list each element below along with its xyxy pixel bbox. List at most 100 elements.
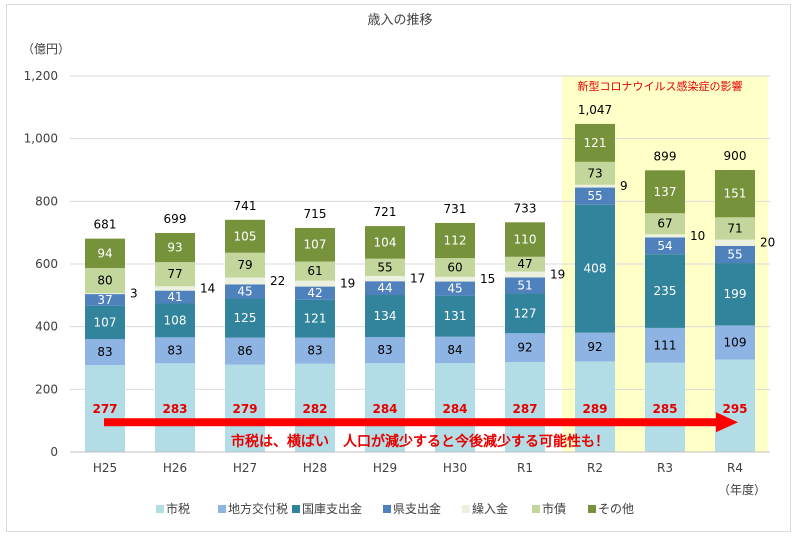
bar-segment xyxy=(85,294,125,306)
data-label: 134 xyxy=(374,309,397,323)
annotation-arrow-shaft xyxy=(104,418,720,427)
bar-segment xyxy=(435,276,475,282)
data-label: 199 xyxy=(724,287,747,301)
data-label: 54 xyxy=(657,239,672,253)
x-tick-label: H26 xyxy=(163,461,187,475)
data-label: 107 xyxy=(304,238,327,252)
data-label-city-tax: 284 xyxy=(372,402,397,416)
bar-segment xyxy=(295,363,335,452)
x-tick-label: H28 xyxy=(303,461,327,475)
data-label: 61 xyxy=(307,264,322,278)
bar-segment xyxy=(715,325,755,360)
bar-segment xyxy=(365,258,405,276)
y-tick-label: 1,000 xyxy=(24,132,58,146)
data-label: 83 xyxy=(97,345,112,359)
data-label-transfer: 10 xyxy=(690,229,705,243)
data-label: 104 xyxy=(374,235,397,249)
data-label: 83 xyxy=(377,343,392,357)
bar-segment xyxy=(85,238,125,269)
bar-segment xyxy=(295,337,335,364)
bar-segment xyxy=(225,298,265,338)
bar-segment xyxy=(435,363,475,452)
data-label: 83 xyxy=(167,343,182,357)
bar-segment xyxy=(715,359,755,452)
data-label: 127 xyxy=(514,306,537,320)
data-label: 80 xyxy=(97,274,112,288)
x-tick-label: R3 xyxy=(657,461,673,475)
bar-segment xyxy=(155,337,195,364)
y-tick-label: 0 xyxy=(50,445,58,459)
covid-impact-label: 新型コロナウイルス感染症の影響 xyxy=(578,79,743,93)
legend-swatch xyxy=(462,505,470,513)
bar-segment xyxy=(715,245,755,264)
data-label-city-tax: 289 xyxy=(582,402,607,416)
legend-label: 地方交付税 xyxy=(228,501,288,516)
x-tick-label: H30 xyxy=(443,461,467,475)
legend-label: 国庫支出金 xyxy=(302,501,362,516)
x-tick-label: H29 xyxy=(373,461,397,475)
total-label: 741 xyxy=(234,199,257,213)
legend-label: 市債 xyxy=(542,501,566,516)
total-label: 899 xyxy=(654,149,677,163)
data-label-transfer: 9 xyxy=(620,179,628,193)
data-label-city-tax: 287 xyxy=(512,402,537,416)
data-label: 67 xyxy=(657,217,672,231)
data-label-city-tax: 285 xyxy=(652,402,677,416)
data-label: 110 xyxy=(514,233,537,247)
bar-segment xyxy=(505,293,545,334)
total-label: 721 xyxy=(374,205,397,219)
total-label: 715 xyxy=(304,207,327,221)
y-tick-label: 800 xyxy=(35,194,58,208)
data-label-transfer: 20 xyxy=(760,236,775,250)
x-tick-label: R1 xyxy=(517,461,533,475)
annotation-arrow-head xyxy=(716,412,738,433)
data-label: 55 xyxy=(727,247,742,261)
bar-segment xyxy=(365,275,405,282)
bar-segment xyxy=(645,234,685,238)
bar-segment xyxy=(365,295,405,338)
bar-segment xyxy=(85,365,125,452)
data-label-transfer: 14 xyxy=(200,281,215,295)
bar-segment xyxy=(295,227,335,262)
data-label: 109 xyxy=(724,335,747,349)
bar-segment xyxy=(155,286,195,291)
data-label: 77 xyxy=(167,267,182,281)
bar-segment xyxy=(575,184,615,188)
bar-segment xyxy=(575,161,615,185)
data-label: 55 xyxy=(587,189,602,203)
legend-swatch xyxy=(292,505,300,513)
bar-segment xyxy=(85,293,125,295)
bar-segment xyxy=(365,363,405,452)
total-label: 733 xyxy=(514,201,537,215)
data-label-city-tax: 295 xyxy=(722,402,747,416)
bar-segment xyxy=(505,277,545,294)
data-label: 111 xyxy=(654,338,677,352)
data-label: 86 xyxy=(237,344,252,358)
data-label: 408 xyxy=(584,262,607,276)
chart-frame xyxy=(6,4,791,532)
total-label: 681 xyxy=(94,218,117,232)
total-label: 900 xyxy=(724,149,747,163)
bar-segment xyxy=(575,361,615,452)
data-label: 121 xyxy=(304,312,327,326)
data-label: 73 xyxy=(587,166,602,180)
bar-segment xyxy=(715,263,755,326)
bar-segment xyxy=(155,363,195,452)
bar-segment xyxy=(155,290,195,304)
x-tick-label: R4 xyxy=(727,461,743,475)
bar-segment xyxy=(85,268,125,294)
bar-segment xyxy=(365,281,405,296)
legend-swatch xyxy=(218,505,226,513)
bar-segment xyxy=(505,256,545,272)
data-label: 151 xyxy=(724,187,747,201)
bar-segment xyxy=(505,333,545,363)
data-label-transfer: 22 xyxy=(270,274,285,288)
data-label: 41 xyxy=(167,290,182,304)
bar-segment xyxy=(225,364,265,452)
bar-segment xyxy=(645,327,685,363)
total-label: 1,047 xyxy=(578,103,612,117)
data-label: 94 xyxy=(97,246,112,260)
legend-swatch xyxy=(532,505,540,513)
annotation-arrow-group xyxy=(104,412,738,433)
